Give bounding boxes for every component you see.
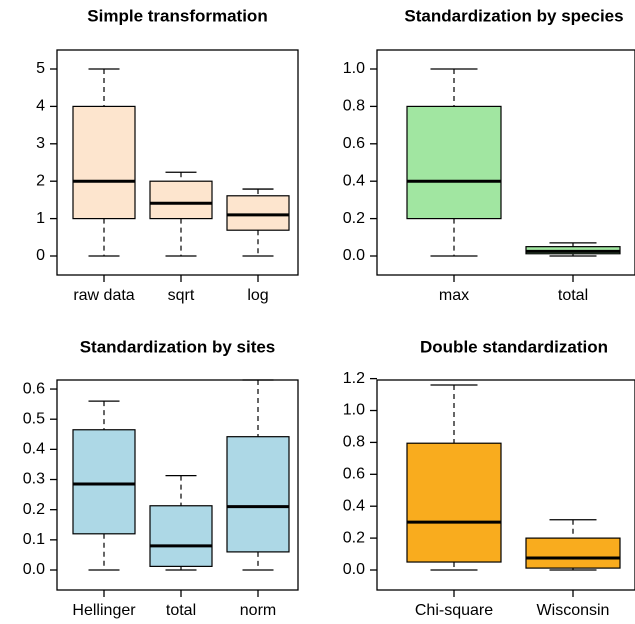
box-iqr [72, 105, 136, 220]
plot-frame [376, 379, 635, 591]
panel-title: Double standardization [420, 337, 608, 356]
y-tick-label: 0.8 [343, 98, 365, 115]
box-iqr [149, 180, 213, 220]
box-iqr [525, 537, 621, 569]
plot-frame [56, 379, 299, 591]
y-tick-label: 5 [36, 60, 45, 77]
plot-frame [376, 49, 635, 276]
y-tick-label: 2 [36, 172, 45, 189]
y-tick-label: 0.6 [23, 380, 45, 397]
x-category-label: norm [240, 602, 276, 619]
y-tick-label: 0.6 [343, 466, 365, 483]
box-iqr [72, 429, 136, 535]
plot-frame [56, 49, 299, 276]
y-tick-label: 0.2 [23, 501, 45, 518]
panel-title: Simple transformation [87, 6, 267, 25]
y-tick-label: 0 [36, 247, 45, 264]
x-category-label: raw data [73, 287, 134, 304]
y-tick-label: 1.2 [343, 370, 365, 387]
x-category-label: total [558, 287, 588, 304]
panel-title: Standardization by species [404, 6, 623, 25]
y-tick-label: 0.6 [343, 135, 365, 152]
y-tick-label: 1.0 [343, 402, 365, 419]
y-tick-label: 0.4 [343, 172, 365, 189]
y-tick-label: 3 [36, 135, 45, 152]
x-category-label: total [166, 602, 196, 619]
panel-title: Standardization by sites [80, 337, 276, 356]
y-tick-label: 0.2 [343, 529, 365, 546]
x-category-label: Wisconsin [537, 602, 610, 619]
box-iqr [406, 442, 502, 563]
box-iqr [149, 505, 213, 567]
y-tick-label: 0.5 [23, 410, 45, 427]
y-tick-label: 0.2 [343, 210, 365, 227]
y-tick-label: 0.4 [343, 497, 365, 514]
box-iqr [226, 195, 290, 231]
y-tick-label: 0.8 [343, 434, 365, 451]
y-tick-label: 0.0 [343, 247, 365, 264]
box-iqr [226, 436, 290, 553]
y-tick-label: 0.1 [23, 531, 45, 548]
y-tick-label: 0.4 [23, 441, 45, 458]
x-category-label: log [247, 287, 268, 304]
box-iqr [406, 105, 502, 220]
x-category-label: Hellinger [72, 602, 136, 619]
x-category-label: sqrt [168, 287, 195, 304]
y-tick-label: 0.0 [23, 561, 45, 578]
y-tick-label: 1.0 [343, 60, 365, 77]
x-category-label: max [439, 287, 469, 304]
y-tick-label: 0.0 [343, 561, 365, 578]
y-tick-label: 1 [36, 210, 45, 227]
y-tick-label: 4 [36, 98, 45, 115]
x-category-label: Chi-square [415, 602, 493, 619]
y-tick-label: 0.3 [23, 471, 45, 488]
